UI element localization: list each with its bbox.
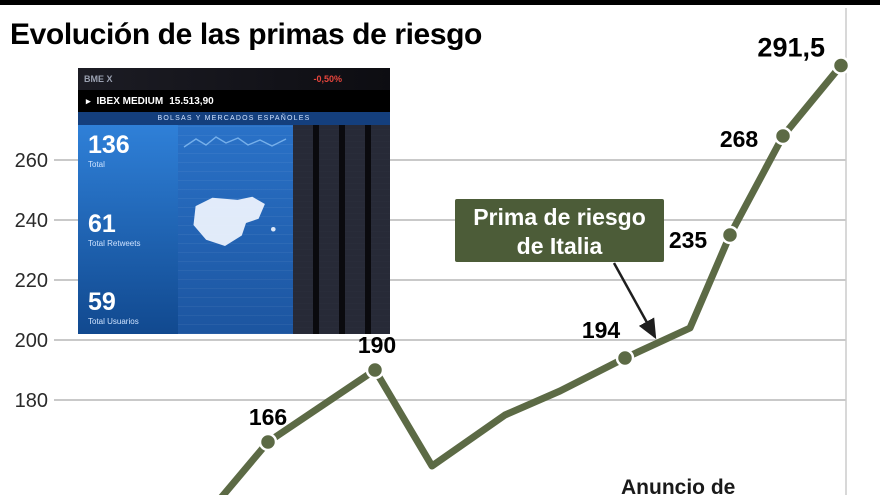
data-point-268 (773, 126, 793, 146)
map-screen-panel (178, 125, 293, 334)
series-label-line2: de Italia (516, 233, 603, 259)
dark-quote-boards (293, 125, 390, 334)
photo-ceiling-strip: BME X -0,50% (78, 68, 390, 90)
ticker-band: ▸ IBEX MEDIUM 15.513,90 (78, 90, 390, 112)
bolsas-mercados-banner: BOLSAS Y MERCADOS ESPAÑOLES (78, 112, 390, 125)
data-point-label-190: 190 (358, 332, 396, 358)
counter-panel: 136 Total 61 Total Retweets 59 Total Usu… (78, 125, 178, 334)
ticker-change-percent: -0,50% (313, 74, 342, 84)
counter-users: 59 Total Usuarios (88, 288, 168, 327)
data-point-194 (615, 348, 635, 368)
sparkline-decoration (183, 136, 287, 148)
series-label-line1: Prima de riesgo (473, 204, 646, 230)
data-point-235 (720, 225, 740, 245)
counter-total-value: 136 (88, 131, 130, 159)
data-point-label-291,5: 291,5 (757, 33, 825, 63)
top-border-rule (0, 0, 880, 5)
spain-map (193, 196, 276, 247)
data-point-label-194: 194 (582, 317, 621, 343)
x-axis-annotation: Anuncio de (621, 476, 736, 495)
y-tick-label-260: 260 (15, 150, 48, 172)
y-tick-label-180: 180 (15, 390, 48, 412)
bme-logo: BME X (84, 74, 113, 84)
counter-users-caption: Total Usuarios (88, 317, 139, 326)
y-tick-label-220: 220 (15, 270, 48, 292)
counter-total-caption: Total (88, 160, 105, 169)
data-point-291,5 (831, 56, 851, 75)
series-label-box: Prima de riesgo de Italia (455, 199, 664, 262)
ticker-arrow-icon: ▸ (86, 95, 91, 106)
data-point-166 (258, 432, 278, 452)
stock-exchange-photo: BME X -0,50% ▸ IBEX MEDIUM 15.513,90 BOL… (78, 68, 390, 334)
y-tick-label-200: 200 (15, 330, 48, 352)
annotation-arrow (612, 262, 657, 340)
counter-retweets: 61 Total Retweets (88, 209, 168, 248)
data-point-label-235: 235 (669, 227, 708, 253)
data-point-190 (365, 360, 385, 380)
ticker-index-value: 15.513,90 (169, 95, 214, 107)
y-tick-label-240: 240 (15, 210, 48, 232)
data-point-label-166: 166 (249, 404, 287, 430)
counter-retweets-value: 61 (88, 209, 116, 238)
counter-total: 136 Total (88, 131, 168, 170)
series-line (218, 62, 845, 495)
counter-users-value: 59 (88, 288, 116, 316)
counter-retweets-caption: Total Retweets (88, 238, 141, 248)
photo-screens: 136 Total 61 Total Retweets 59 Total Usu… (78, 125, 390, 334)
chart-title: Evolución de las primas de riesgo (10, 18, 482, 51)
ticker-index-name: IBEX MEDIUM (96, 95, 164, 107)
data-point-label-268: 268 (720, 126, 759, 152)
